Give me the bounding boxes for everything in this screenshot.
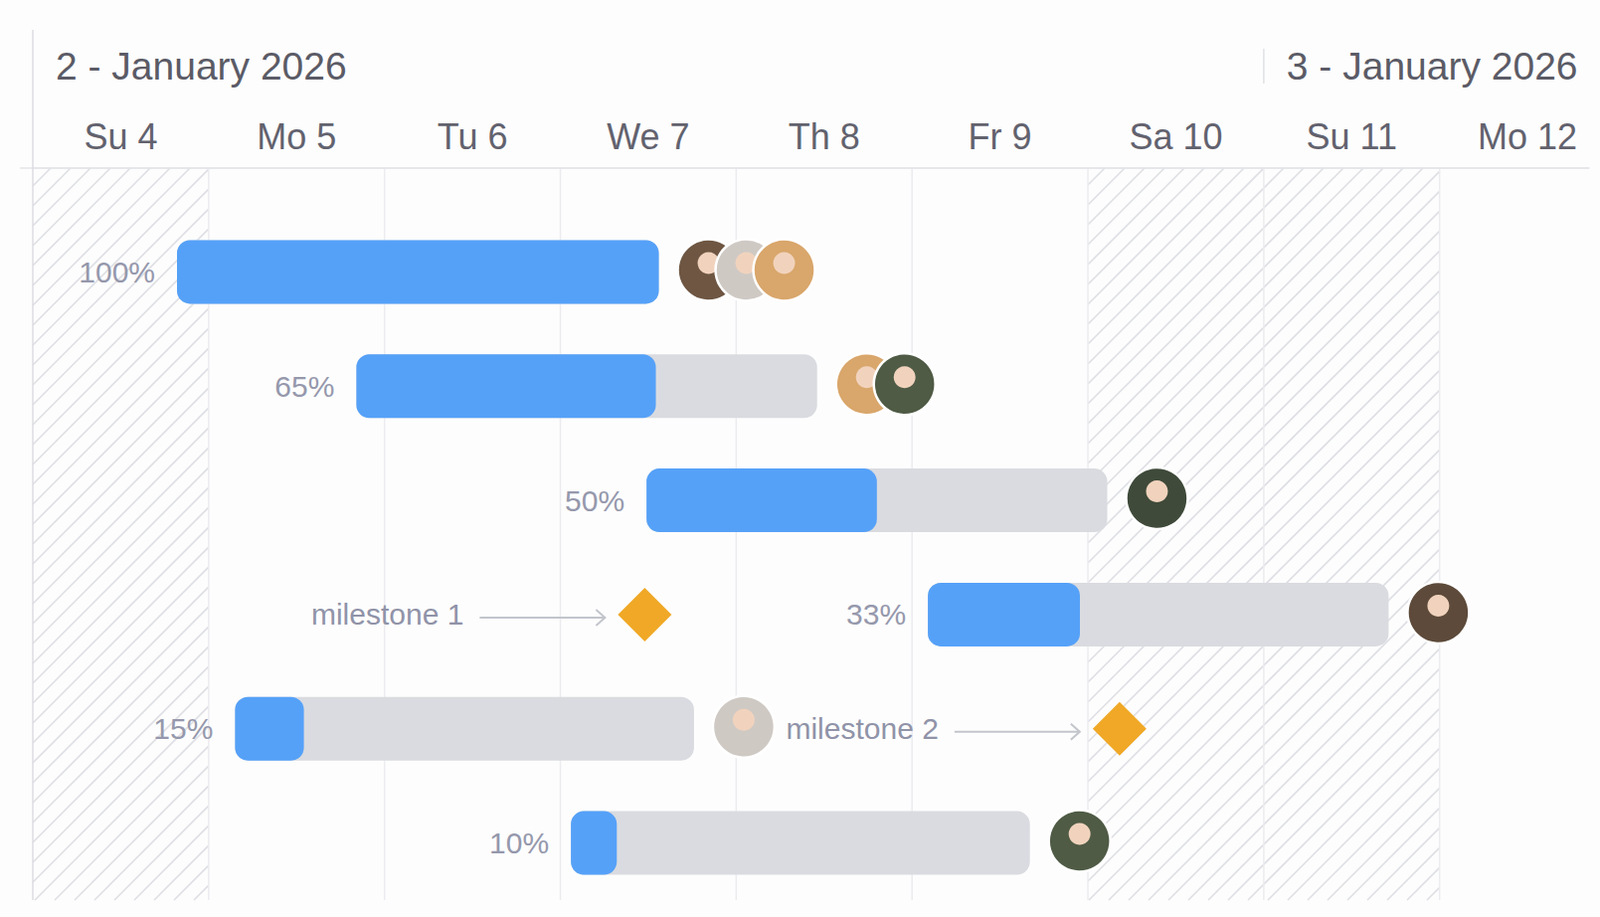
svg-text:Sa 10: Sa 10 <box>1128 116 1223 158</box>
svg-text:We 7: We 7 <box>606 116 690 158</box>
svg-text:65%: 65% <box>274 369 335 403</box>
svg-text:Mo 5: Mo 5 <box>256 116 337 158</box>
svg-text:100%: 100% <box>78 255 156 289</box>
svg-text:3 - January 2026: 3 - January 2026 <box>1286 44 1579 88</box>
svg-text:2 - January 2026: 2 - January 2026 <box>55 44 348 88</box>
svg-text:milestone 1: milestone 1 <box>311 597 464 631</box>
svg-text:Su 4: Su 4 <box>83 116 158 158</box>
svg-text:Th 8: Th 8 <box>788 116 861 158</box>
svg-text:milestone 2: milestone 2 <box>785 711 938 745</box>
svg-text:33%: 33% <box>846 597 906 631</box>
svg-text:Su 11: Su 11 <box>1306 116 1398 158</box>
svg-text:Tu 6: Tu 6 <box>437 116 509 158</box>
svg-text:Mo 12: Mo 12 <box>1477 116 1578 158</box>
svg-text:50%: 50% <box>564 484 625 518</box>
svg-text:Fr 9: Fr 9 <box>968 116 1033 158</box>
svg-text:15%: 15% <box>153 711 213 745</box>
svg-text:10%: 10% <box>489 826 549 860</box>
